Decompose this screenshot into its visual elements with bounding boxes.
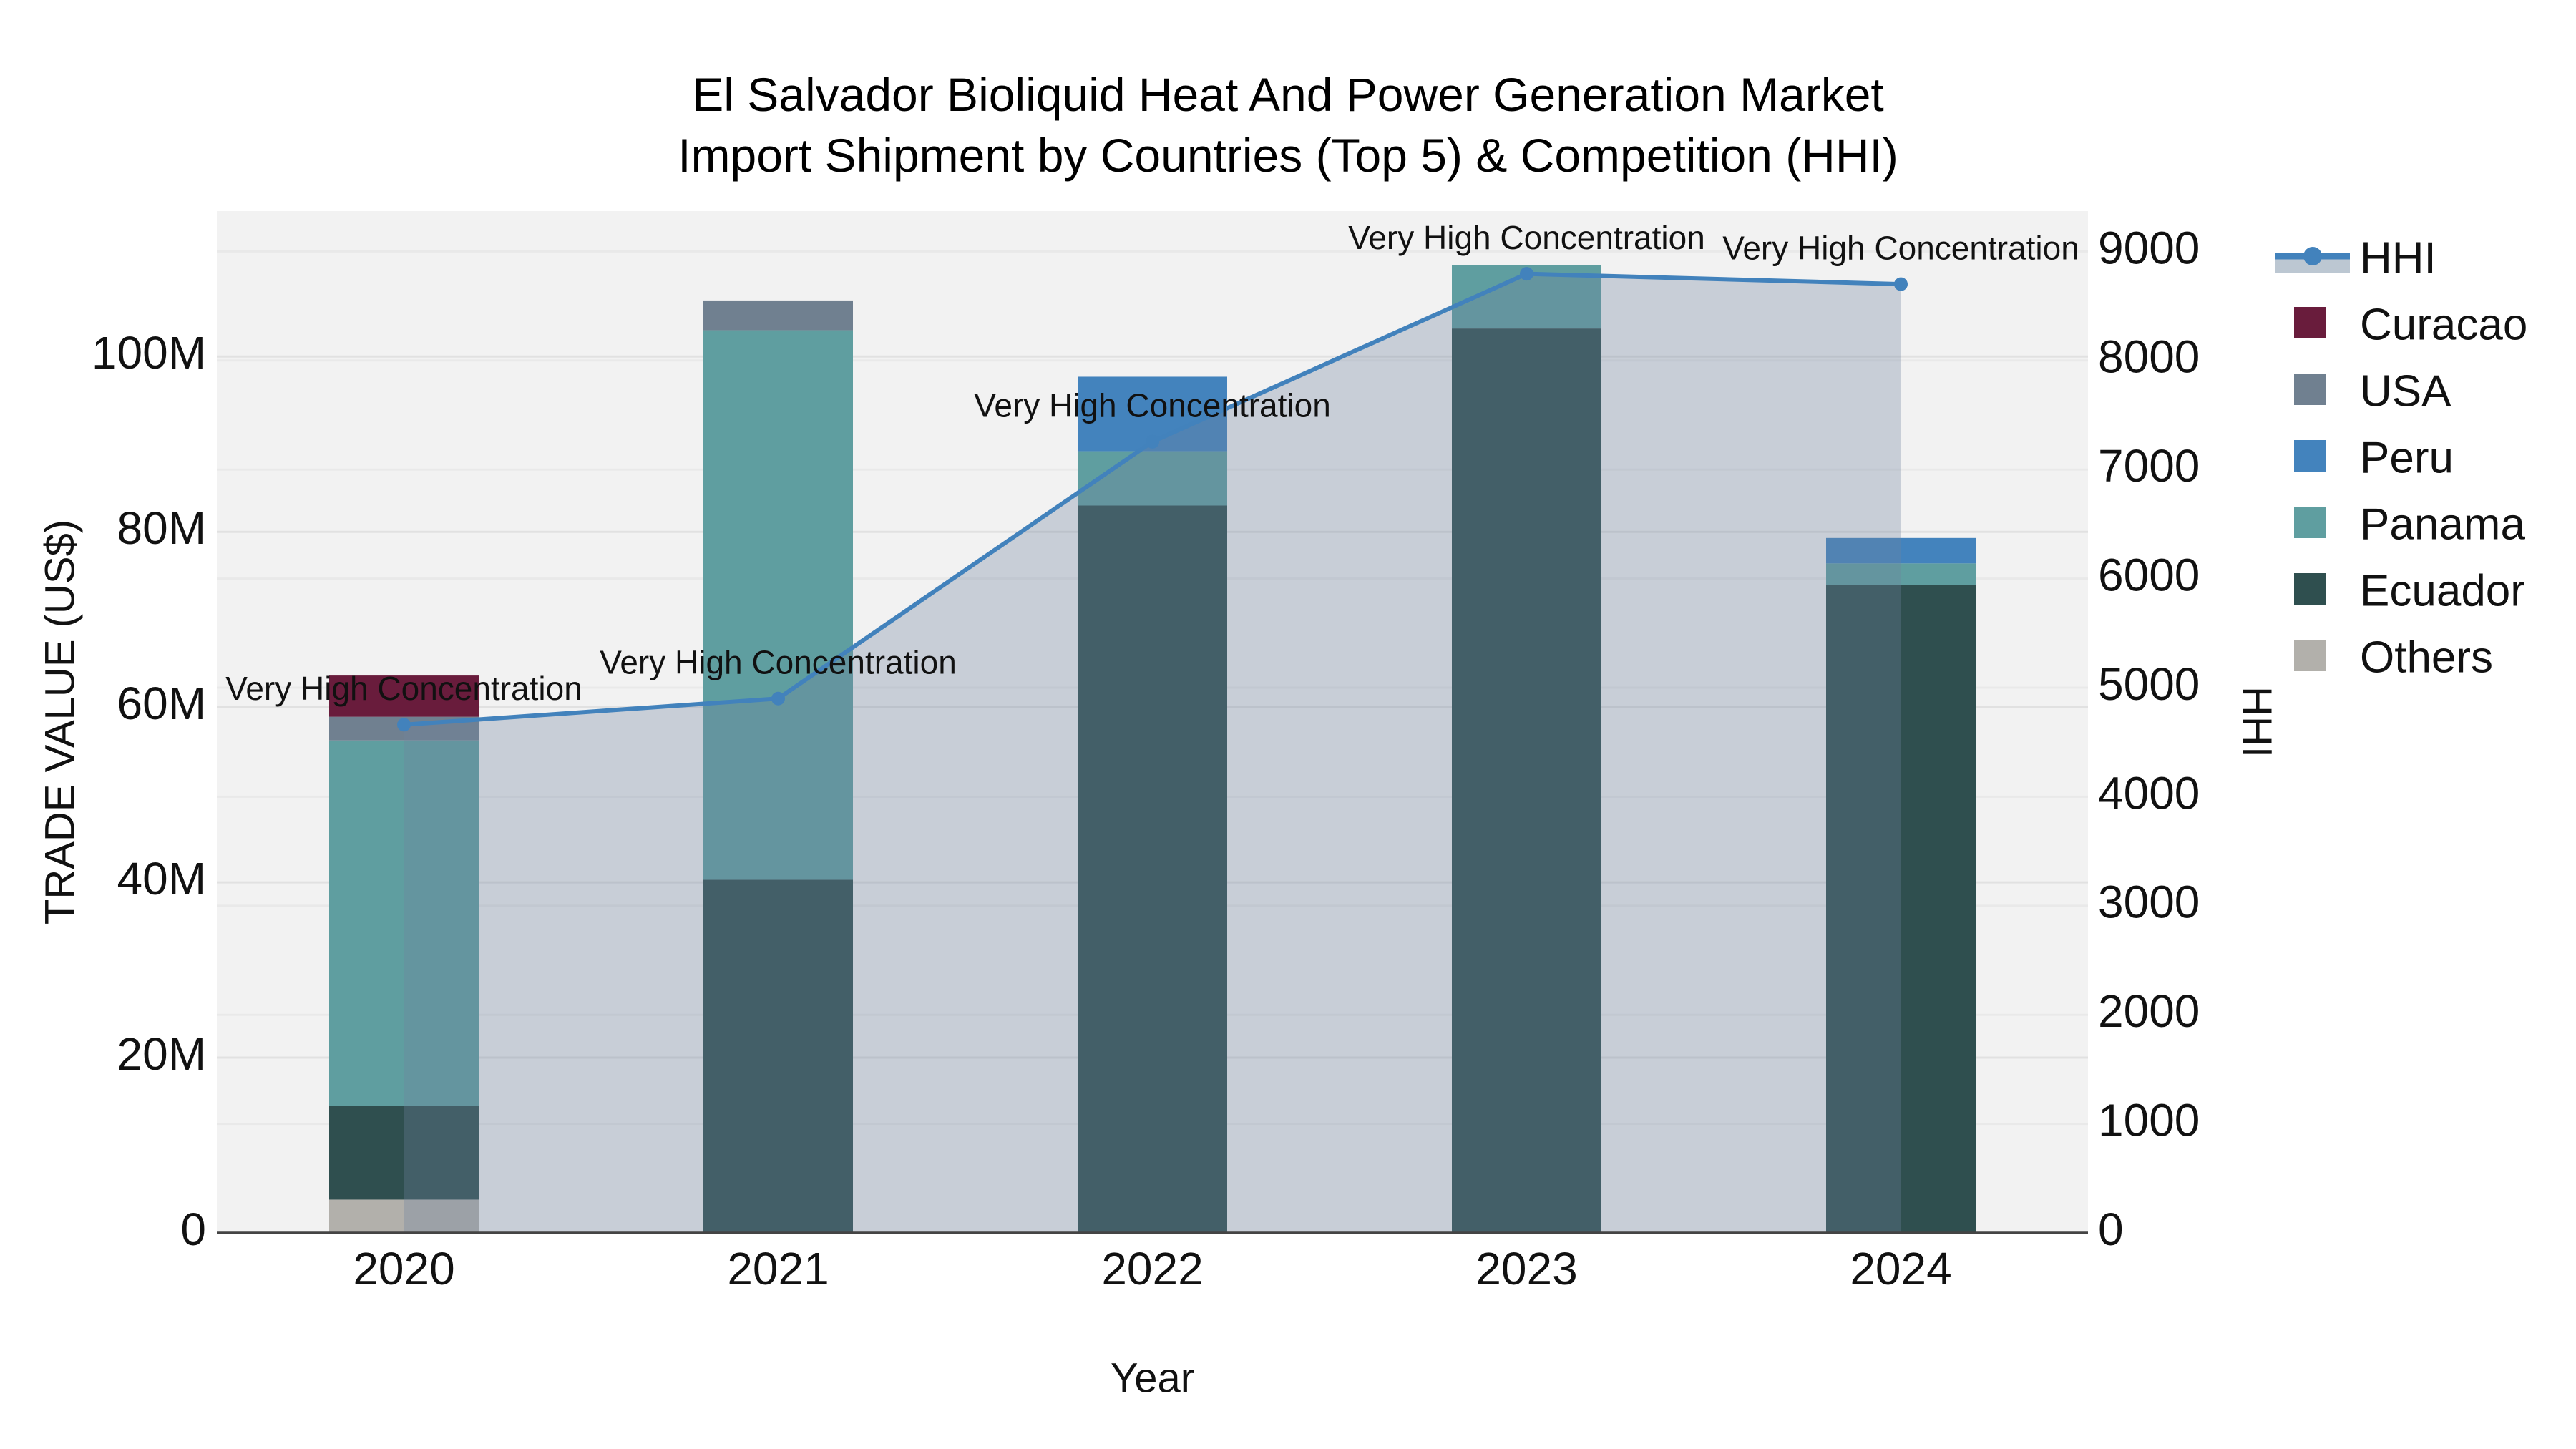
legend-label-hhi: HHI [2360,233,2436,283]
chart-title-line2: Import Shipment by Countries (Top 5) & C… [678,129,1898,182]
annotation-2022: Very High Concentration [974,386,1331,424]
y-left-tick-label-100M: 100M [92,327,206,379]
legend-item-peru[interactable]: Peru [2294,433,2454,482]
x-tick-label-2022: 2022 [1101,1243,1203,1294]
legend-swatch-panama [2294,507,2326,538]
bar-segment-panama-2020 [329,740,479,1106]
annotation-2021: Very High Concentration [600,643,957,680]
legend-label-curacao: Curacao [2360,300,2527,349]
x-axis-title: Year [1111,1355,1194,1401]
y-right-tick-label-9000: 9000 [2098,222,2200,273]
legend-label-ecuador: Ecuador [2360,566,2525,615]
hhi-area [404,273,1901,1233]
annotation-2020: Very High Concentration [225,670,582,707]
legend-label-usa: USA [2360,366,2451,416]
bar-segment-others-2020 [329,1199,479,1233]
hhi-marker-2020 [397,718,411,732]
x-tick-label-2020: 2020 [353,1243,454,1294]
bar-segment-ecuador-2020 [329,1106,479,1200]
y-right-tick-label-6000: 6000 [2098,549,2200,600]
x-tick-label-2024: 2024 [1850,1243,1951,1294]
y-left-tick-label-60M: 60M [117,678,207,729]
bar-segment-ecuador-2022 [1078,505,1227,1233]
bar-segment-ecuador-2023 [1452,328,1601,1234]
y-right-tick-label-0: 0 [2098,1204,2124,1255]
legend-item-usa[interactable]: USA [2294,366,2451,416]
legend-swatch-curacao [2294,307,2326,338]
x-tick-label-2021: 2021 [727,1243,829,1294]
chart-title-line1: El Salvador Bioliquid Heat And Power Gen… [692,68,1884,121]
x-tick-label-2023: 2023 [1475,1243,1577,1294]
legend-swatch-others [2294,640,2326,671]
legend-hhi-marker [2303,247,2322,265]
legend-label-others: Others [2360,633,2493,682]
hhi-marker-2021 [771,691,785,706]
y-left-tick-label-80M: 80M [117,502,207,554]
bar-segment-panama-2024 [1826,563,1976,585]
legend-label-peru: Peru [2360,433,2454,482]
legend-item-ecuador[interactable]: Ecuador [2294,566,2525,615]
y-left-axis-title: TRADE VALUE (US$) [36,519,83,924]
y-left-tick-label-40M: 40M [117,853,207,904]
chart-title: El Salvador Bioliquid Heat And Power Gen… [0,64,2576,186]
bar-segment-peru-2024 [1826,537,1976,564]
y-right-tick-label-2000: 2000 [2098,985,2200,1037]
legend-item-others[interactable]: Others [2294,633,2493,682]
y-right-tick-label-1000: 1000 [2098,1095,2200,1146]
legend-item-hhi[interactable]: HHI [2275,233,2436,283]
y-right-tick-label-3000: 3000 [2098,877,2200,928]
y-left-tick-label-20M: 20M [117,1028,207,1080]
y-right-tick-label-7000: 7000 [2098,440,2200,492]
bar-segment-usa-2021 [703,300,853,331]
legend-swatch-usa [2294,374,2326,405]
hhi-marker-2023 [1520,267,1533,281]
legend-item-curacao[interactable]: Curacao [2294,300,2527,349]
bar-segment-ecuador-2024 [1826,585,1976,1233]
legend-swatch-peru [2294,440,2326,472]
legend-item-panama[interactable]: Panama [2294,499,2525,549]
y-right-tick-label-5000: 5000 [2098,658,2200,710]
bar-segment-ecuador-2021 [703,879,853,1233]
y-right-tick-label-4000: 4000 [2098,767,2200,819]
bar-segment-curacao-2020 [329,675,479,717]
hhi-marker-2024 [1894,277,1908,291]
y-left-tick-label-0: 0 [180,1204,206,1255]
hhi-marker-2022 [1146,434,1159,449]
y-right-tick-label-8000: 8000 [2098,331,2200,383]
legend-label-panama: Panama [2360,499,2525,549]
bar-segment-panama-2021 [703,330,853,880]
y-right-axis-title: HHI [2234,686,2280,758]
annotation-2023: Very High Concentration [1348,219,1705,256]
legend-swatch-ecuador [2294,573,2326,605]
annotation-2024: Very High Concentration [1722,229,2079,266]
